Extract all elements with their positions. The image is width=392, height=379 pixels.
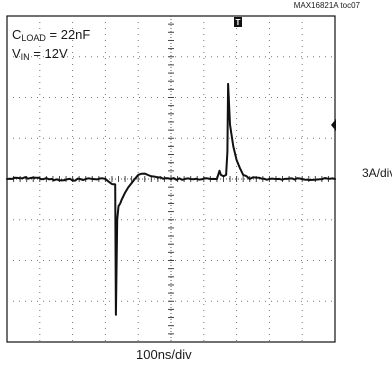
voltage-value: = 12V (29, 46, 68, 61)
voltage-symbol: V (12, 46, 21, 61)
capacitance-symbol: C (12, 27, 22, 42)
trigger-marker: T (234, 17, 242, 27)
figure-tag: MAX16821A toc07 (293, 1, 360, 10)
load-capacitance-label: CLOAD = 22nF (12, 27, 90, 43)
capacitance-subscript: LOAD (21, 33, 46, 43)
vertical-scale-label: 3A/div (362, 166, 392, 180)
voltage-subscript: IN (20, 52, 30, 62)
time-scale-label: 100ns/div (136, 347, 192, 362)
trigger-marker-label: T (236, 18, 241, 27)
current-waveform-trace (6, 82, 336, 316)
level-marker (331, 119, 336, 131)
capacitance-value: = 22nF (45, 27, 91, 42)
input-voltage-label: VIN = 12V (12, 46, 68, 62)
